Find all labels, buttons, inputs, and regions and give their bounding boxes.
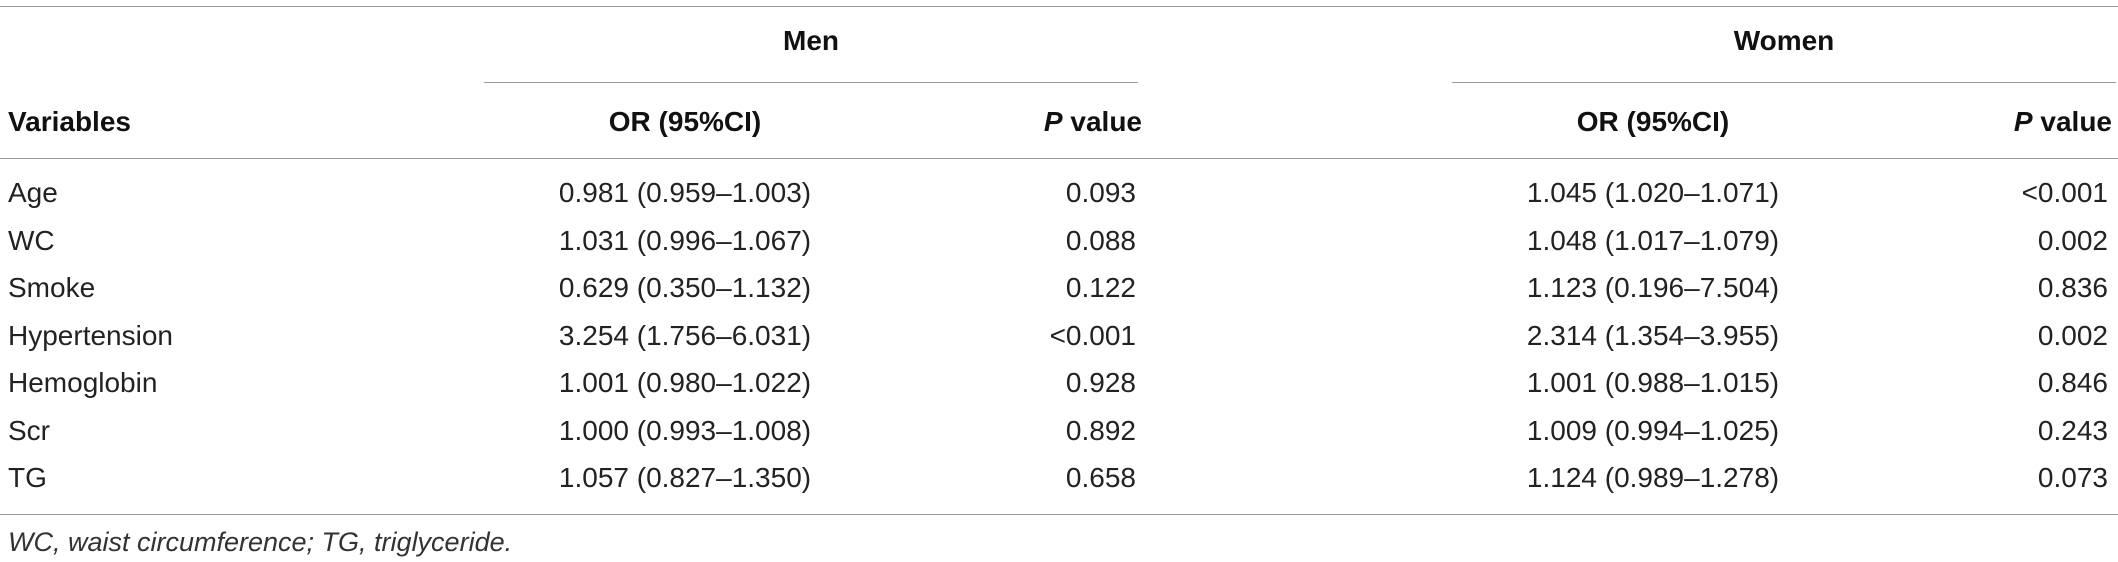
table-body: Age 0.981 (0.959–1.003) 0.093 1.045 (1.0… bbox=[0, 176, 2118, 509]
variable-cell: Hemoglobin bbox=[8, 367, 158, 398]
men-p-cell: <0.001 bbox=[1049, 319, 1136, 351]
women-p-cell: 0.836 bbox=[2037, 272, 2108, 303]
women-p-cell: 0.073 bbox=[2037, 462, 2108, 493]
women-or-cell: 2.314 (1.354–3.955) bbox=[1526, 319, 1780, 351]
women-span-rule bbox=[1452, 82, 2116, 83]
men-or-cell: 0.981 (0.959–1.003) bbox=[558, 177, 812, 208]
group-header-women: Women bbox=[1733, 25, 1835, 56]
women-or-cell: 1.001 (0.988–1.015) bbox=[1526, 367, 1780, 398]
men-or-cell: 0.629 (0.350–1.132) bbox=[558, 272, 812, 303]
p-value-suffix: value bbox=[2032, 106, 2112, 137]
women-or-cell: 1.045 (1.020–1.071) bbox=[1526, 177, 1780, 208]
men-p-cell: 0.658 bbox=[1065, 462, 1136, 493]
table-row: WC 1.031 (0.996–1.067) 0.088 1.048 (1.01… bbox=[0, 224, 2118, 272]
header-bottom-rule bbox=[0, 158, 2118, 159]
variable-cell: WC bbox=[8, 224, 55, 256]
p-value-suffix: value bbox=[1062, 106, 1142, 137]
p-symbol: P bbox=[2013, 106, 2033, 137]
men-or-cell: 1.001 (0.980–1.022) bbox=[558, 367, 812, 398]
table-row: Hypertension 3.254 (1.756–6.031) <0.001 … bbox=[0, 319, 2118, 367]
table-top-rule bbox=[0, 6, 2118, 7]
table-row: Hemoglobin 1.001 (0.980–1.022) 0.928 1.0… bbox=[0, 366, 2118, 414]
table-row: TG 1.057 (0.827–1.350) 0.658 1.124 (0.98… bbox=[0, 461, 2118, 509]
column-header-women-or: OR (95%CI) bbox=[1576, 106, 1730, 137]
women-or-cell: 1.124 (0.989–1.278) bbox=[1526, 462, 1780, 493]
table-row: Scr 1.000 (0.993–1.008) 0.892 1.009 (0.9… bbox=[0, 414, 2118, 462]
men-p-cell: 0.088 bbox=[1065, 224, 1136, 256]
men-or-cell: 3.254 (1.756–6.031) bbox=[558, 319, 812, 351]
table-row: Smoke 0.629 (0.350–1.132) 0.122 1.123 (0… bbox=[0, 271, 2118, 319]
variable-cell: Smoke bbox=[8, 272, 96, 303]
men-or-cell: 1.000 (0.993–1.008) bbox=[558, 414, 812, 446]
column-header-men-p-value: P value bbox=[886, 105, 1142, 139]
women-p-cell: 0.002 bbox=[2037, 319, 2108, 351]
women-or-cell: 1.048 (1.017–1.079) bbox=[1526, 224, 1780, 256]
variable-cell: Hypertension bbox=[8, 319, 173, 351]
variable-cell: Age bbox=[8, 177, 58, 208]
table-bottom-rule bbox=[0, 514, 2118, 515]
group-header-men: Men bbox=[783, 25, 839, 56]
men-or-cell: 1.031 (0.996–1.067) bbox=[558, 224, 812, 256]
variable-cell: Scr bbox=[8, 414, 50, 446]
women-or-cell: 1.009 (0.994–1.025) bbox=[1526, 414, 1780, 446]
table-row: Age 0.981 (0.959–1.003) 0.093 1.045 (1.0… bbox=[0, 176, 2118, 224]
men-p-cell: 0.122 bbox=[1065, 272, 1136, 303]
column-header-variables: Variables bbox=[8, 106, 131, 137]
variable-cell: TG bbox=[8, 462, 47, 493]
men-p-cell: 0.928 bbox=[1065, 367, 1136, 398]
women-p-cell: 0.846 bbox=[2037, 367, 2108, 398]
table-footnote: WC, waist circumference; TG, triglycerid… bbox=[8, 527, 513, 557]
men-p-cell: 0.892 bbox=[1065, 414, 1136, 446]
women-or-cell: 1.123 (0.196–7.504) bbox=[1526, 272, 1780, 303]
p-symbol: P bbox=[1043, 106, 1063, 137]
women-p-cell: 0.002 bbox=[2037, 224, 2108, 256]
men-p-cell: 0.093 bbox=[1065, 177, 1136, 208]
column-header-women-p-value: P value bbox=[1854, 105, 2112, 139]
women-p-cell: 0.243 bbox=[2037, 414, 2108, 446]
men-span-rule bbox=[484, 82, 1138, 83]
men-or-cell: 1.057 (0.827–1.350) bbox=[558, 462, 812, 493]
women-p-cell: <0.001 bbox=[2021, 177, 2108, 208]
column-header-men-or: OR (95%CI) bbox=[608, 106, 762, 137]
